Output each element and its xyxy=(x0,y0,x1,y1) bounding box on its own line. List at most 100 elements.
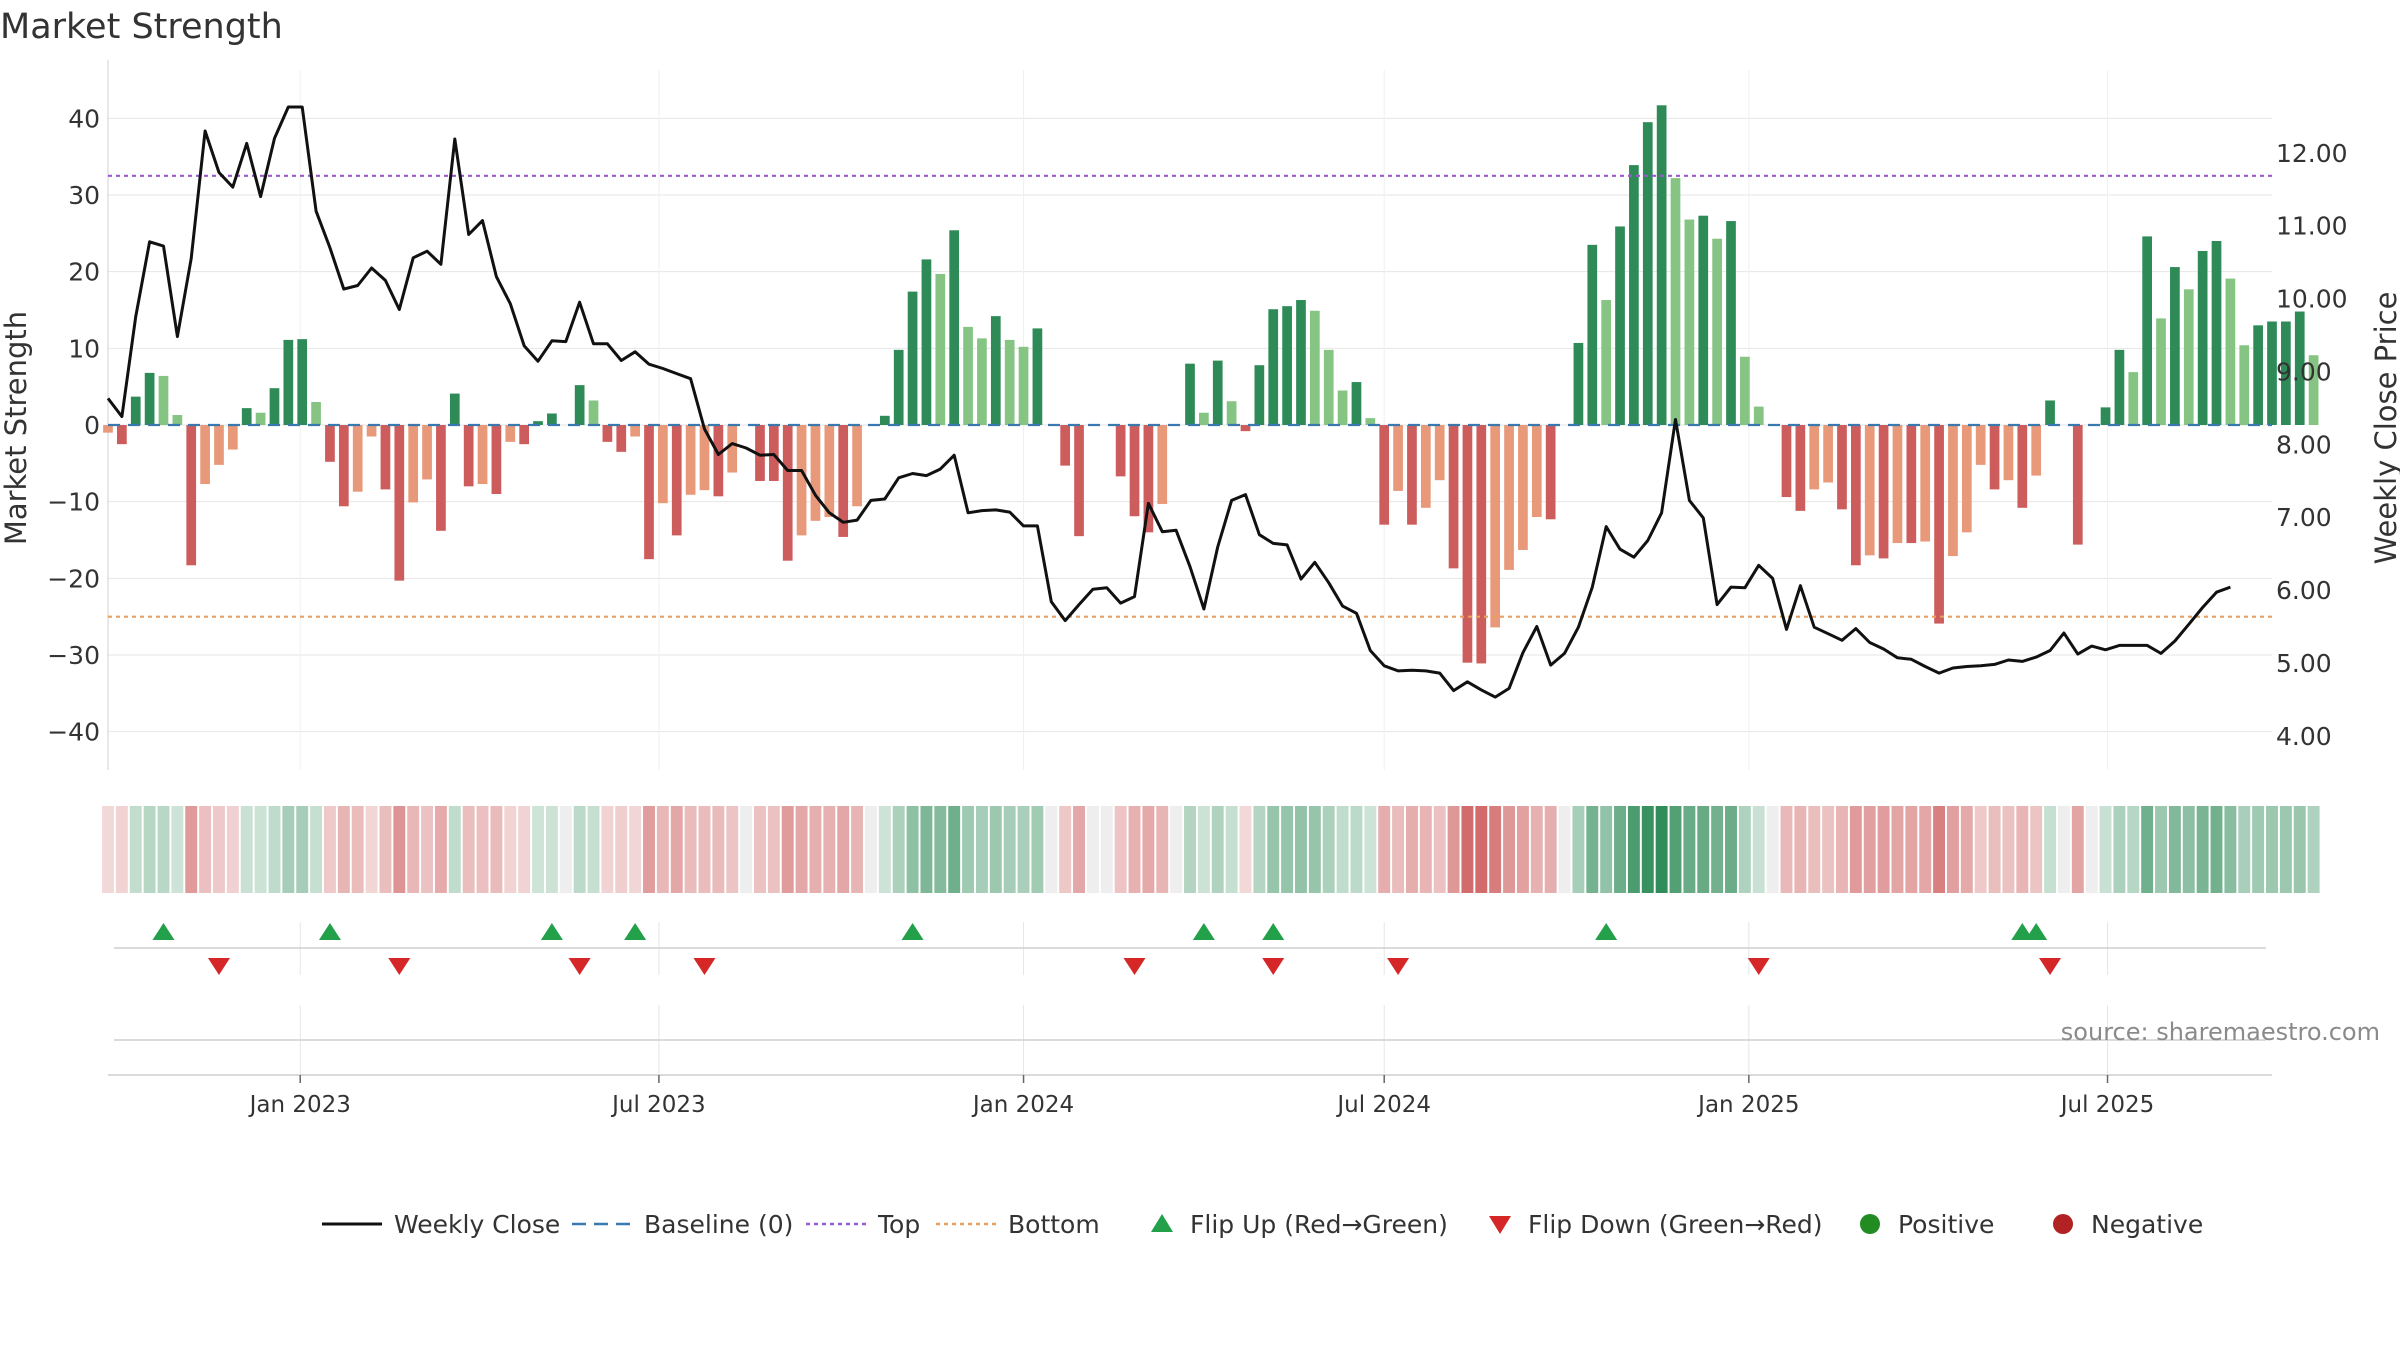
heat-cell xyxy=(1405,806,1418,893)
heat-cell xyxy=(1419,806,1432,893)
strength-bar xyxy=(241,408,252,425)
strength-bar xyxy=(2308,355,2319,425)
heat-cell xyxy=(1308,806,1321,893)
strength-bar xyxy=(838,425,849,537)
strength-bar xyxy=(130,396,141,425)
strength-bar xyxy=(505,425,516,442)
strength-bar xyxy=(2114,349,2125,425)
strength-bar xyxy=(283,339,294,425)
heat-cell xyxy=(337,806,350,893)
x-tick-label: Jul 2023 xyxy=(610,1092,706,1118)
heat-cell xyxy=(559,806,572,893)
heat-cell xyxy=(2099,806,2112,893)
heat-cell xyxy=(213,806,225,893)
strength-bar xyxy=(2072,425,2083,545)
legend: Weekly Close Baseline (0) Top Bottom Flip Up… xyxy=(322,1210,2203,1239)
flip-up-marker xyxy=(540,923,563,940)
heat-cell xyxy=(1156,806,1169,893)
strength-bar xyxy=(2267,321,2277,425)
heat-cell xyxy=(1378,806,1391,893)
heat-cell xyxy=(268,806,281,893)
strength-bar xyxy=(574,385,585,425)
flip-up-marker xyxy=(1262,923,1285,940)
heat-cell xyxy=(1447,806,1460,893)
strength-bar xyxy=(1379,425,1390,525)
heat-cell xyxy=(2016,806,2029,893)
strength-bar xyxy=(533,421,543,425)
flip-up-marker xyxy=(1192,923,1215,940)
heat-cell xyxy=(2113,806,2126,893)
heat-cell xyxy=(1392,806,1405,893)
heat-cell xyxy=(476,806,489,893)
heat-cell xyxy=(1794,806,1807,893)
flip-up-marker xyxy=(2025,923,2048,940)
strength-bar xyxy=(519,425,530,445)
heat-cell xyxy=(1530,806,1543,893)
heat-cell xyxy=(1600,806,1613,893)
strength-bar xyxy=(713,425,724,497)
y2-tick-label: 9.00 xyxy=(2276,357,2332,386)
strength-bar xyxy=(1712,238,1722,425)
legend-symbol-negative xyxy=(2053,1214,2073,1234)
heat-cell xyxy=(1877,806,1890,893)
strength-bar xyxy=(2294,311,2305,425)
heat-cell xyxy=(1905,806,1918,893)
strength-bar xyxy=(630,425,640,437)
strength-bar xyxy=(768,425,779,481)
heat-cell xyxy=(2224,806,2237,893)
heat-cell xyxy=(2030,806,2043,893)
heat-cell xyxy=(1697,806,1710,893)
heat-cell xyxy=(1960,806,1973,893)
heat-cell xyxy=(1100,806,1113,893)
heat-cell xyxy=(1225,806,1238,893)
heat-cell xyxy=(1433,806,1446,893)
heat-cell xyxy=(1919,806,1932,893)
strength-bar xyxy=(921,259,932,425)
heat-cell xyxy=(1461,806,1474,893)
strength-bar xyxy=(352,425,363,492)
heat-cell xyxy=(754,806,766,893)
strength-bar xyxy=(1115,425,1126,477)
flip-down-marker xyxy=(388,958,411,975)
strength-bar xyxy=(255,412,266,425)
strength-bar xyxy=(117,425,127,445)
flip-down-marker xyxy=(1262,958,1285,975)
heat-cell xyxy=(1572,806,1585,893)
heat-cell xyxy=(365,806,378,893)
heat-cell xyxy=(2238,806,2251,893)
strength-bar xyxy=(1393,425,1403,491)
heat-cell xyxy=(1974,806,1987,893)
y-tick-label: −30 xyxy=(47,641,100,670)
strength-bar xyxy=(325,425,335,462)
flip-up-marker xyxy=(624,923,647,940)
flip-down-marker xyxy=(693,958,716,975)
strength-bar xyxy=(449,393,460,425)
heat-cell xyxy=(421,806,434,893)
heat-cell xyxy=(698,806,711,893)
flip-down-marker xyxy=(1123,958,1146,975)
heat-cell xyxy=(1197,806,1210,893)
heat-cell xyxy=(545,806,558,893)
strength-bar xyxy=(1920,425,1931,542)
strength-bar xyxy=(1074,425,1084,537)
strength-bar xyxy=(311,402,321,425)
y-tick-label: 40 xyxy=(68,104,100,133)
heat-cell xyxy=(393,806,406,893)
heat-cell xyxy=(781,806,794,893)
strength-bar xyxy=(1684,219,1695,425)
strength-bar xyxy=(602,425,613,442)
strength-bar xyxy=(1823,425,1833,483)
legend-label-positive: Positive xyxy=(1898,1210,1994,1239)
strength-bar xyxy=(1656,105,1667,426)
source-credit: source: sharemaestro.com xyxy=(2061,1018,2380,1046)
strength-bar xyxy=(1060,425,1071,466)
heat-cell xyxy=(892,806,905,893)
strength-bar xyxy=(907,291,918,425)
strength-bar xyxy=(2225,278,2236,425)
strength-bar xyxy=(1531,425,1542,517)
heat-cell xyxy=(1142,806,1155,893)
strength-bar xyxy=(144,372,155,425)
heat-cell xyxy=(296,806,309,893)
heat-cell xyxy=(684,806,697,893)
strength-bar xyxy=(172,415,183,425)
